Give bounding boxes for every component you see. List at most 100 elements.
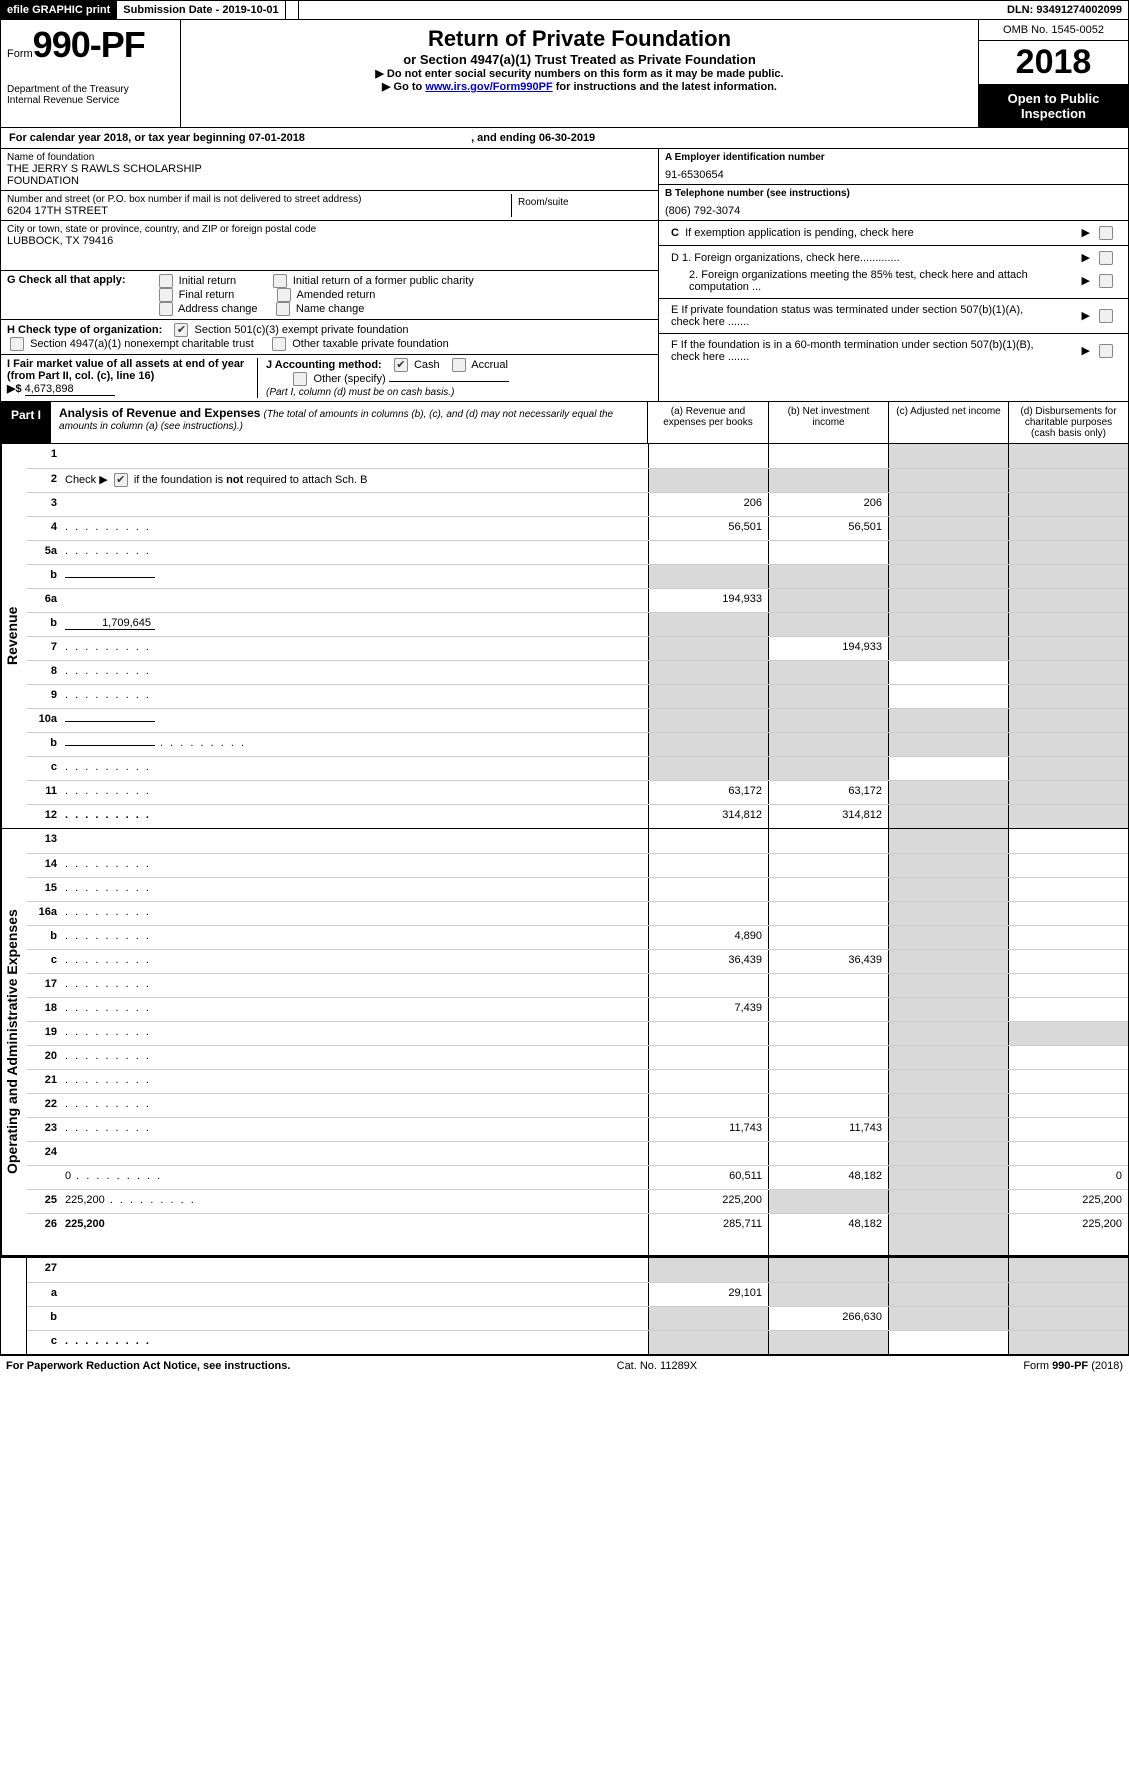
- checkbox-initial-return[interactable]: [159, 274, 173, 288]
- value-cell-b: [768, 1190, 888, 1213]
- expenses-table: Operating and Administrative Expenses 13…: [0, 829, 1129, 1256]
- checkbox-accrual[interactable]: [452, 358, 466, 372]
- dept-treasury: Department of the Treasury: [7, 84, 174, 95]
- value-cell-d: [1008, 1307, 1128, 1330]
- value-cell-c: [888, 878, 1008, 901]
- submission-date: Submission Date - 2019-10-01: [117, 1, 285, 19]
- ein-label: A Employer identification number: [665, 152, 825, 163]
- line-description: [61, 589, 648, 612]
- value-cell-d: [1008, 1331, 1128, 1354]
- line-number: b: [27, 1307, 61, 1330]
- line-number: b: [27, 733, 61, 756]
- line-description: [61, 1118, 648, 1141]
- table-row: 7 194,933: [27, 636, 1128, 660]
- checkbox-other-method[interactable]: [293, 372, 307, 386]
- checkbox-d2[interactable]: [1099, 274, 1113, 288]
- value-cell-c: [888, 757, 1008, 780]
- line-description: 1,709,645: [61, 613, 648, 636]
- value-cell-b: 36,439: [768, 950, 888, 973]
- line-number: 7: [27, 637, 61, 660]
- table-row: 8: [27, 660, 1128, 684]
- line-description: [61, 709, 648, 732]
- checkbox-address-change[interactable]: [159, 302, 173, 316]
- line-description: [61, 854, 648, 877]
- dept-irs: Internal Revenue Service: [7, 95, 174, 106]
- line-number: 24: [27, 1142, 61, 1165]
- value-cell-d: [1008, 902, 1128, 925]
- value-cell-a: [648, 829, 768, 853]
- checkbox-sch-b[interactable]: [114, 473, 128, 487]
- value-cell-b: 194,933: [768, 637, 888, 660]
- inline-value: 1,709,645: [65, 617, 155, 630]
- value-cell-a: [648, 878, 768, 901]
- line-description: [61, 1283, 648, 1306]
- line-description: [61, 493, 648, 516]
- checkbox-501c3[interactable]: [174, 323, 188, 337]
- part1-title: Analysis of Revenue and Expenses: [59, 406, 260, 420]
- checkbox-f[interactable]: [1099, 344, 1113, 358]
- checkbox-initial-return-former[interactable]: [273, 274, 287, 288]
- checkbox-name-change[interactable]: [276, 302, 290, 316]
- line-description: [61, 541, 648, 564]
- value-cell-d: [1008, 1258, 1128, 1282]
- value-cell-b: [768, 902, 888, 925]
- table-row: 25225,200225,200225,200: [27, 1189, 1128, 1213]
- value-cell-a: [648, 661, 768, 684]
- checkbox-final-return[interactable]: [159, 288, 173, 302]
- checkbox-c-pending[interactable]: [1099, 226, 1113, 240]
- value-cell-a: 314,812: [648, 805, 768, 828]
- value-cell-c: [888, 1022, 1008, 1045]
- checkbox-other-taxable[interactable]: [272, 337, 286, 351]
- checkbox-4947a1[interactable]: [10, 337, 24, 351]
- value-cell-b: [768, 541, 888, 564]
- value-cell-d: [1008, 685, 1128, 708]
- line-number: 22: [27, 1094, 61, 1117]
- line-number: 17: [27, 974, 61, 997]
- value-cell-c: [888, 1070, 1008, 1093]
- section-g-label: G Check all that apply:: [7, 274, 126, 286]
- value-cell-c: [888, 1046, 1008, 1069]
- line-number: 3: [27, 493, 61, 516]
- phone-label: B Telephone number (see instructions): [665, 188, 850, 199]
- line-number: 11: [27, 781, 61, 804]
- topbar: efile GRAPHIC print Submission Date - 20…: [0, 0, 1129, 20]
- value-cell-a: [648, 902, 768, 925]
- table-row: 1: [27, 444, 1128, 468]
- line-description: [61, 1258, 648, 1282]
- line-description: [61, 637, 648, 660]
- paperwork-notice: For Paperwork Reduction Act Notice, see …: [6, 1360, 290, 1372]
- value-cell-d: [1008, 444, 1128, 468]
- value-cell-b: [768, 709, 888, 732]
- line-description: [61, 685, 648, 708]
- value-cell-c: [888, 1094, 1008, 1117]
- checkbox-d1[interactable]: [1099, 251, 1113, 265]
- checkbox-amended-return[interactable]: [277, 288, 291, 302]
- line-number: 21: [27, 1070, 61, 1093]
- value-cell-b: [768, 1094, 888, 1117]
- value-cell-d: [1008, 1046, 1128, 1069]
- value-cell-b: 266,630: [768, 1307, 888, 1330]
- checkbox-e[interactable]: [1099, 309, 1113, 323]
- value-cell-a: [648, 1094, 768, 1117]
- checkbox-cash[interactable]: [394, 358, 408, 372]
- value-cell-b: [768, 589, 888, 612]
- fmv-all-assets: 4,673,898: [25, 383, 115, 396]
- net-table: 27a29,101b266,630c: [0, 1256, 1129, 1355]
- line-description: [61, 950, 648, 973]
- line-description: [61, 829, 648, 853]
- value-cell-d: [1008, 854, 1128, 877]
- line-description: [61, 1142, 648, 1165]
- table-row: 26225,200285,71148,182225,200: [27, 1213, 1128, 1255]
- value-cell-d: [1008, 709, 1128, 732]
- line-number: 1: [27, 444, 61, 468]
- line-number: 15: [27, 878, 61, 901]
- form-title: Return of Private Foundation: [187, 26, 972, 52]
- value-cell-a: [648, 1258, 768, 1282]
- table-row: 3206206: [27, 492, 1128, 516]
- value-cell-a: [648, 1070, 768, 1093]
- value-cell-b: [768, 565, 888, 588]
- value-cell-a: [648, 1022, 768, 1045]
- value-cell-a: [648, 637, 768, 660]
- instructions-link[interactable]: www.irs.gov/Form990PF: [425, 81, 552, 93]
- value-cell-c: [888, 902, 1008, 925]
